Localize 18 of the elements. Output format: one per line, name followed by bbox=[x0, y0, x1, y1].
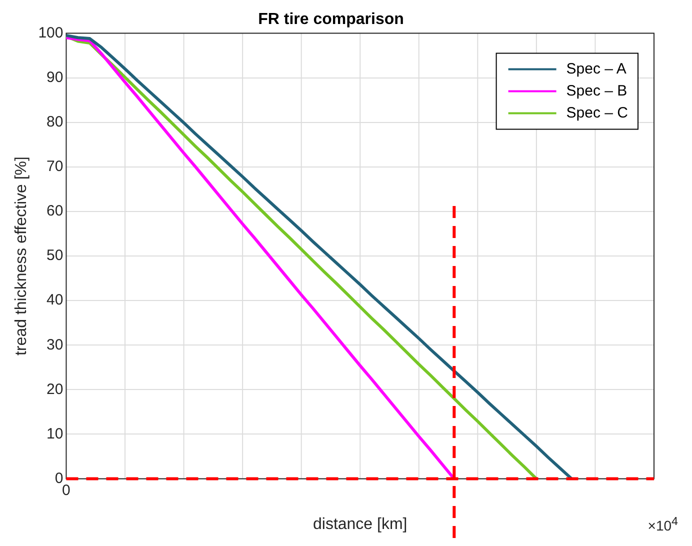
y-tick-label: 80 bbox=[46, 113, 64, 130]
y-tick-label: 40 bbox=[46, 292, 64, 309]
chart-title: FR tire comparison bbox=[258, 11, 404, 28]
y-axis-title: tread thickness effective [%] bbox=[13, 156, 30, 356]
y-tick-label: 90 bbox=[46, 68, 64, 86]
text: ×10$^{4}$ bbox=[648, 515, 678, 534]
y-tick-label: 60 bbox=[46, 202, 64, 220]
legend-label: Spec – C bbox=[566, 104, 628, 122]
y-tick-label: 70 bbox=[46, 158, 64, 176]
legend-label: Spec – A bbox=[566, 60, 626, 78]
y-tick-label: 100 bbox=[38, 24, 64, 42]
y-tick-label: 0 bbox=[54, 470, 64, 487]
y-tick-label: 30 bbox=[46, 336, 64, 354]
y-tick-label: 50 bbox=[46, 247, 64, 264]
x-axis-title: distance [km] bbox=[312, 516, 408, 533]
legend-label: Spec – B bbox=[566, 82, 628, 100]
y-tick-label: 20 bbox=[46, 380, 64, 398]
y-tick-label: 10 bbox=[46, 425, 64, 442]
